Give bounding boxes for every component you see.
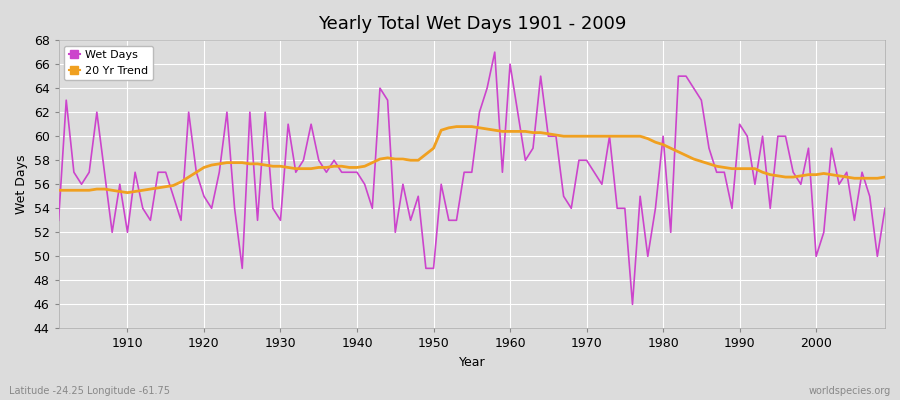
Y-axis label: Wet Days: Wet Days bbox=[15, 154, 28, 214]
Text: worldspecies.org: worldspecies.org bbox=[809, 386, 891, 396]
X-axis label: Year: Year bbox=[458, 356, 485, 369]
Text: Latitude -24.25 Longitude -61.75: Latitude -24.25 Longitude -61.75 bbox=[9, 386, 170, 396]
Legend: Wet Days, 20 Yr Trend: Wet Days, 20 Yr Trend bbox=[64, 46, 153, 80]
Title: Yearly Total Wet Days 1901 - 2009: Yearly Total Wet Days 1901 - 2009 bbox=[318, 15, 626, 33]
